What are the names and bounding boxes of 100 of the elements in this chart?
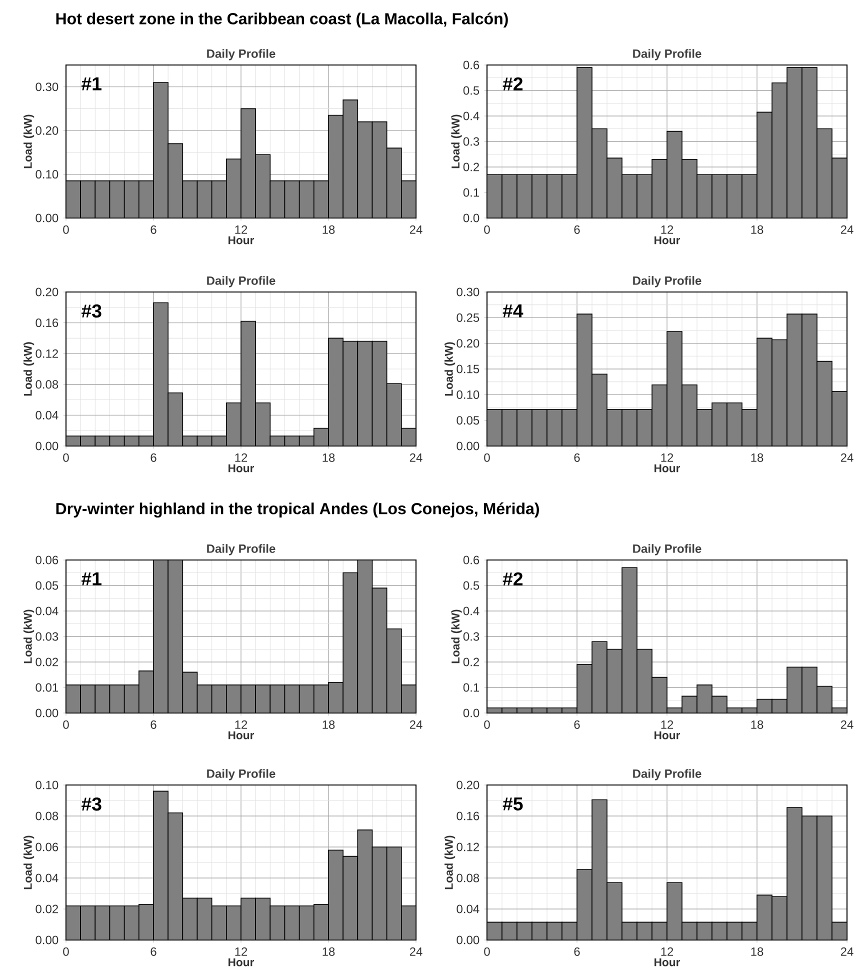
y-tick-label: 0.6 <box>463 60 480 70</box>
y-tick-label: 0.10 <box>36 780 58 790</box>
y-tick-label: 0.03 <box>36 632 58 641</box>
y-tick-label: 0.20 <box>36 126 58 135</box>
y-tick-label: 0.05 <box>456 416 480 425</box>
x-axis-title: Hour <box>654 236 680 244</box>
chart-title: Daily Profile <box>633 276 702 288</box>
x-axis-title: Hour <box>228 731 254 740</box>
text: Hot desert zone in the Caribbean coast (La Macolla, Falcón) <box>56 12 508 28</box>
y-tick-label: 0.2 <box>463 162 480 172</box>
y-axis-title: Load (kW) <box>451 610 462 664</box>
y-tick-label: 0.2 <box>463 658 480 666</box>
y-axis-title: Load (kW) <box>444 836 456 890</box>
x-tick-label: 18 <box>322 453 335 462</box>
x-tick-label: 18 <box>751 453 764 462</box>
y-tick-label: 0.04 <box>36 606 58 616</box>
x-tick-label: 24 <box>410 720 422 729</box>
y-tick-label: 0.00 <box>36 936 58 944</box>
x-tick-label: 6 <box>150 720 156 729</box>
x-tick-label: 24 <box>840 225 854 234</box>
x-axis-title: Hour <box>228 236 254 244</box>
y-axis-title: Load (kW) <box>24 114 34 168</box>
y-tick-label: 0.04 <box>36 410 58 420</box>
x-tick-label: 18 <box>751 225 764 234</box>
annotation: #1 <box>82 77 102 90</box>
x-tick-label: 12 <box>661 225 674 234</box>
y-tick-label: 0.5 <box>463 86 480 95</box>
chart-title: Daily Profile <box>207 544 276 556</box>
x-axis-title: Hour <box>228 958 254 966</box>
x-tick-label: 6 <box>150 947 156 956</box>
x-tick-label: 6 <box>574 453 580 462</box>
y-tick-label: 0.30 <box>36 82 58 92</box>
text: Dry-winter highland in the tropical Andes (Los Conejos, Mérida) <box>56 502 539 518</box>
y-tick-label: 0.12 <box>36 349 58 358</box>
x-tick-label: 24 <box>410 947 422 956</box>
annotation: #2 <box>502 77 523 90</box>
y-tick-label: 0.05 <box>36 581 58 590</box>
x-tick-label: 24 <box>410 453 422 462</box>
chart-title: Daily Profile <box>633 769 702 780</box>
x-tick-label: 6 <box>574 947 580 956</box>
chart-title: Daily Profile <box>207 769 276 780</box>
y-tick-label: 0.25 <box>456 313 480 322</box>
y-axis-title: Load (kW) <box>451 114 462 168</box>
y-tick-label: 0.04 <box>36 874 58 882</box>
y-tick-label: 0.02 <box>36 658 58 666</box>
y-tick-label: 0.3 <box>463 632 480 641</box>
x-tick-label: 18 <box>751 720 764 729</box>
y-tick-label: 0.20 <box>456 339 480 348</box>
x-tick-label: 6 <box>574 720 580 729</box>
y-axis-title: Load (kW) <box>24 342 34 396</box>
y-tick-label: 0.6 <box>463 556 480 564</box>
annotation: #1 <box>82 572 102 586</box>
y-tick-label: 0.02 <box>36 904 58 914</box>
y-tick-label: 0.30 <box>456 288 480 296</box>
x-tick-label: 12 <box>661 947 674 956</box>
y-tick-label: 0.08 <box>456 874 480 882</box>
x-tick-label: 0 <box>484 720 490 729</box>
x-tick-label: 0 <box>63 453 69 462</box>
chart-title: Daily Profile <box>207 49 276 60</box>
x-tick-label: 0 <box>484 453 490 462</box>
y-tick-label: 0.4 <box>463 112 480 120</box>
y-tick-label: 0.1 <box>463 683 480 692</box>
y-tick-label: 0.10 <box>36 170 58 179</box>
annotation: #5 <box>502 797 523 810</box>
y-tick-label: 0.15 <box>456 364 480 374</box>
x-tick-label: 0 <box>63 225 69 234</box>
y-tick-label: 0.12 <box>456 842 480 852</box>
y-tick-label: 0.0 <box>463 708 480 718</box>
annotation: #2 <box>502 572 523 586</box>
y-tick-label: 0.00 <box>456 442 480 450</box>
x-tick-label: 24 <box>840 947 854 956</box>
x-axis-title: Hour <box>654 958 680 966</box>
x-tick-label: 24 <box>410 225 422 234</box>
y-tick-label: 0.00 <box>36 214 58 222</box>
annotation: #3 <box>82 797 102 811</box>
x-tick-label: 18 <box>322 720 335 729</box>
y-tick-label: 0.1 <box>463 188 480 197</box>
y-tick-label: 0.06 <box>36 842 58 852</box>
y-tick-label: 0.20 <box>36 288 58 296</box>
y-tick-label: 0.01 <box>36 683 58 692</box>
x-axis-title: Hour <box>654 464 680 472</box>
x-axis-title: Hour <box>654 731 680 740</box>
x-tick-label: 6 <box>574 225 580 234</box>
chart-title: Daily Profile <box>633 544 702 556</box>
y-tick-label: 0.4 <box>463 606 480 616</box>
x-tick-label: 12 <box>235 225 248 234</box>
x-tick-label: 6 <box>150 225 156 234</box>
y-tick-label: 0.06 <box>36 556 58 564</box>
y-tick-label: 0.00 <box>36 708 58 718</box>
y-axis-title: Load (kW) <box>444 342 456 396</box>
annotation: #4 <box>502 304 524 318</box>
x-tick-label: 12 <box>661 453 674 462</box>
annotation: #3 <box>82 304 102 318</box>
x-tick-label: 18 <box>322 225 335 234</box>
x-tick-label: 12 <box>235 453 248 462</box>
x-tick-label: 0 <box>484 947 490 956</box>
x-tick-label: 0 <box>484 225 490 234</box>
y-tick-label: 0.16 <box>36 318 58 328</box>
x-tick-label: 12 <box>235 947 248 956</box>
y-tick-label: 0.04 <box>456 904 480 914</box>
